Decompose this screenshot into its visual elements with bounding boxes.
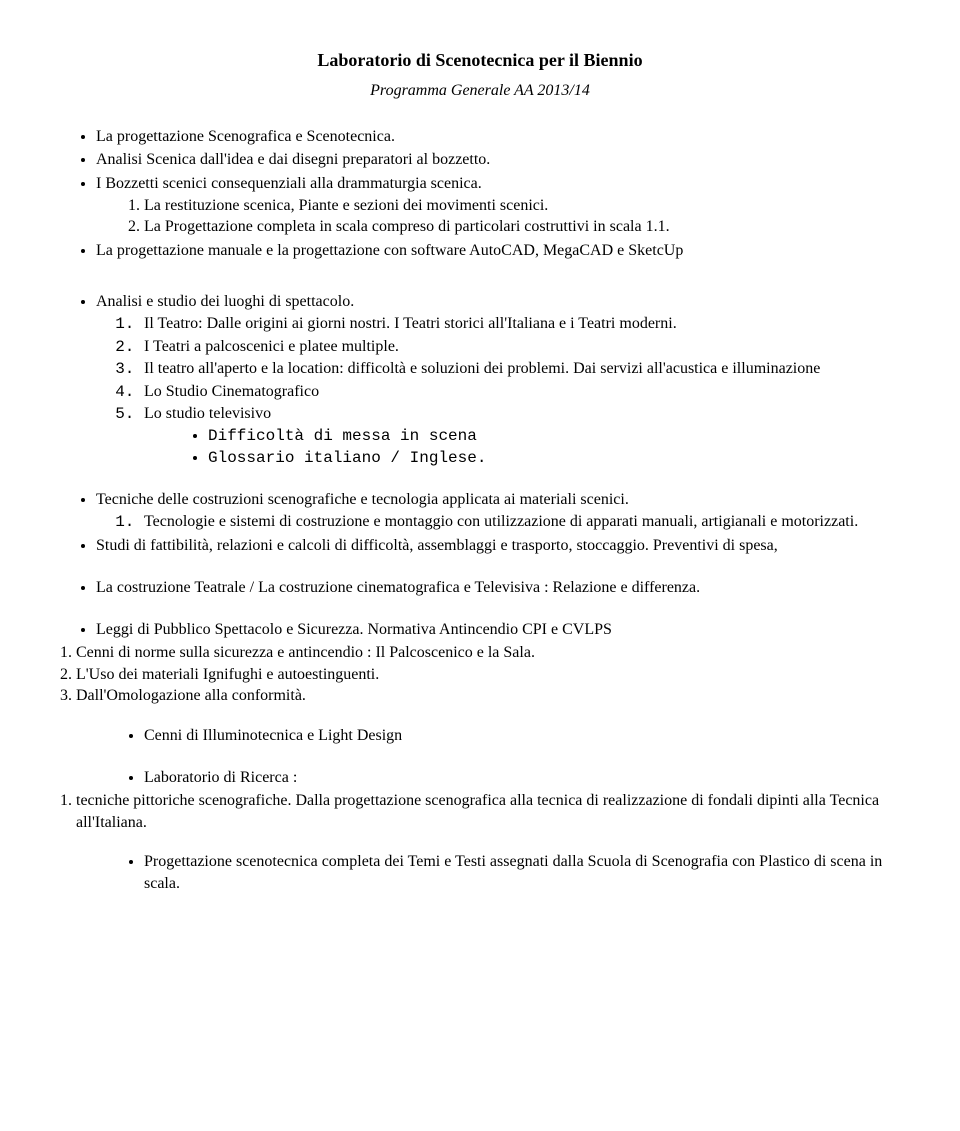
list-item: Cenni di norme sulla sicurezza e antince…: [76, 642, 904, 664]
list-item: La progettazione Scenografica e Scenotec…: [96, 126, 904, 148]
list-item: Dall'Omologazione alla conformità.: [76, 685, 904, 707]
section-5-numbered: Cenni di norme sulla sicurezza e antince…: [56, 642, 904, 707]
section-1-list: La progettazione Scenografica e Scenotec…: [56, 126, 904, 262]
list-item: I Teatri a palcoscenici e platee multipl…: [144, 336, 904, 359]
section-7-list: Laboratorio di Ricerca :: [56, 767, 904, 789]
section-5-list: Leggi di Pubblico Spettacolo e Sicurezza…: [56, 619, 904, 641]
list-item: La restituzione scenica, Piante e sezion…: [144, 195, 904, 217]
list-item: L'Uso dei materiali Ignifughi e autoesti…: [76, 664, 904, 686]
section-6-list: Cenni di Illuminotecnica e Light Design: [56, 725, 904, 747]
list-item: Difficoltà di messa in scena: [208, 426, 904, 448]
nested-ordered-list-mono: Il Teatro: Dalle origini ai giorni nostr…: [96, 313, 904, 469]
list-item: Tecniche delle costruzioni scenografiche…: [96, 489, 904, 533]
section-7-numbered: tecniche pittoriche scenografiche. Dalla…: [56, 790, 904, 833]
list-item: Progettazione scenotecnica completa dei …: [144, 851, 904, 894]
list-item-text: Analisi e studio dei luoghi di spettacol…: [96, 293, 354, 310]
list-item: Studi di fattibilità, relazioni e calcol…: [96, 535, 904, 557]
nested-bullet-list: Difficoltà di messa in scena Glossario i…: [144, 426, 904, 469]
section-3-list: Tecniche delle costruzioni scenografiche…: [56, 489, 904, 557]
list-item-text: I Bozzetti scenici consequenziali alla d…: [96, 175, 482, 192]
list-item: Lo Studio Cinematografico: [144, 381, 904, 404]
list-item: Analisi e studio dei luoghi di spettacol…: [96, 291, 904, 469]
list-item: tecniche pittoriche scenografiche. Dalla…: [76, 790, 904, 833]
document-subtitle: Programma Generale AA 2013/14: [56, 80, 904, 102]
list-item: Il teatro all'aperto e la location: diff…: [144, 358, 904, 381]
list-item: Cenni di Illuminotecnica e Light Design: [144, 725, 904, 747]
list-item: Tecnologie e sistemi di costruzione e mo…: [144, 511, 904, 534]
list-item: Analisi Scenica dall'idea e dai disegni …: [96, 149, 904, 171]
section-2-list: Analisi e studio dei luoghi di spettacol…: [56, 291, 904, 469]
list-item: Glossario italiano / Inglese.: [208, 448, 904, 470]
nested-ordered-list: La restituzione scenica, Piante e sezion…: [96, 195, 904, 238]
document-title: Laboratorio di Scenotecnica per il Bienn…: [56, 48, 904, 72]
list-item: La costruzione Teatrale / La costruzione…: [96, 577, 904, 599]
list-item: La progettazione manuale e la progettazi…: [96, 240, 904, 262]
list-item: Lo studio televisivo Difficoltà di messa…: [144, 403, 904, 469]
list-item: I Bozzetti scenici consequenziali alla d…: [96, 173, 904, 238]
list-item: La Progettazione completa in scala compr…: [144, 216, 904, 238]
list-item: Il Teatro: Dalle origini ai giorni nostr…: [144, 313, 904, 336]
list-item-text: Tecniche delle costruzioni scenografiche…: [96, 491, 629, 508]
nested-ordered-list-mono: Tecnologie e sistemi di costruzione e mo…: [96, 511, 904, 534]
list-item: Laboratorio di Ricerca :: [144, 767, 904, 789]
section-4-list: La costruzione Teatrale / La costruzione…: [56, 577, 904, 599]
list-item: Leggi di Pubblico Spettacolo e Sicurezza…: [96, 619, 904, 641]
section-8-list: Progettazione scenotecnica completa dei …: [56, 851, 904, 894]
